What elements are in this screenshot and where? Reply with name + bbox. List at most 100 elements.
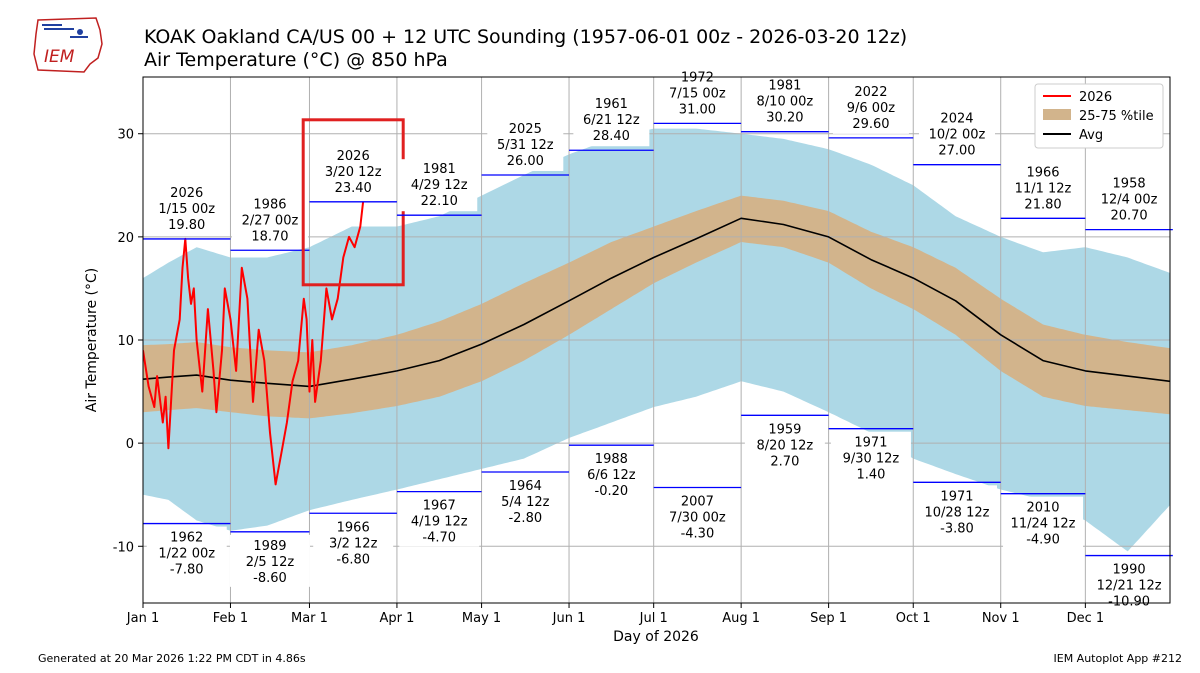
record-high-year: 1958 (1113, 177, 1146, 192)
current-year-line (143, 201, 365, 486)
legend-box (1034, 83, 1164, 149)
record-low-date: 6/6 12z (587, 468, 636, 483)
chart-title: KOAK Oakland CA/US 00 + 12 UTC Sounding … (144, 26, 908, 48)
record-low-year: 1988 (595, 452, 628, 467)
record-high-year: 2026 (170, 186, 203, 201)
x-axis-label: Day of 2026 (613, 629, 699, 645)
record-label-bg (916, 485, 997, 538)
y-tick-label: 0 (126, 437, 134, 452)
record-label-bg (832, 81, 909, 134)
record-high-value: 29.60 (852, 117, 889, 132)
y-tick-label: 20 (117, 231, 134, 246)
x-tick-label: Jul 1 (639, 611, 668, 626)
x-tick-label: Nov 1 (982, 611, 1020, 626)
record-label-bg (1091, 173, 1168, 226)
plot-frame (142, 76, 1171, 604)
record-label-bg (746, 75, 823, 128)
record-label-bg (659, 67, 736, 120)
record-label-bg (146, 526, 227, 579)
generated-timestamp: Generated at 20 Mar 2026 1:22 PM CDT in … (38, 652, 306, 665)
record-low-year: 1971 (940, 489, 973, 504)
record-high-value: 22.10 (421, 194, 458, 209)
record-low-date: 9/30 12z (843, 452, 900, 467)
record-high-value: 28.40 (593, 129, 630, 144)
record-low-date: 5/4 12z (501, 495, 550, 510)
record-high-year: 2026 (337, 149, 370, 164)
x-tick-label: Jun 1 (552, 611, 586, 626)
legend-label: 25-75 %tile (1079, 109, 1154, 124)
y-axis-label: Air Temperature (°C) (84, 268, 100, 413)
record-low-value: -0.20 (595, 484, 629, 499)
record-low-date: 3/2 12z (329, 536, 378, 551)
record-label-bg (229, 534, 310, 587)
record-low-date: 12/21 12z (1097, 579, 1162, 594)
record-low-year: 1964 (509, 479, 542, 494)
record-high-date: 4/29 12z (411, 178, 468, 193)
record-low-year: 1989 (253, 539, 286, 554)
record-label-bg (918, 108, 995, 161)
legend-label: 2026 (1079, 90, 1112, 105)
record-low-year: 1967 (423, 499, 456, 514)
record-high-year: 1981 (768, 79, 801, 94)
record-low-date: 7/30 00z (669, 510, 726, 525)
x-tick-label: Apr 1 (379, 611, 414, 626)
x-tick-label: Sep 1 (810, 611, 847, 626)
record-low-value: 2.70 (770, 454, 799, 469)
record-high-value: 26.00 (507, 154, 544, 169)
record-high-date: 10/2 00z (929, 128, 986, 143)
record-high-year: 2025 (509, 122, 542, 137)
record-label-bg (399, 494, 480, 547)
record-label-bg (485, 475, 566, 528)
record-low-date: 10/28 12z (924, 505, 989, 520)
record-low-year: 2010 (1026, 501, 1059, 516)
record-high-year: 2022 (854, 85, 887, 100)
record-low-year: 1962 (170, 531, 203, 546)
record-high-value: 23.40 (335, 181, 372, 196)
record-high-date: 11/1 12z (1015, 181, 1072, 196)
record-label-bg (401, 159, 478, 212)
record-high-date: 7/15 00z (669, 86, 726, 101)
record-high-year: 1961 (595, 97, 628, 112)
record-low-value: -4.30 (681, 526, 715, 541)
record-label-bg (571, 448, 652, 501)
record-high-value: 31.00 (679, 102, 716, 117)
record-label-bg (315, 145, 392, 198)
record-high-date: 9/6 00z (847, 101, 896, 116)
app-credit: IEM Autoplot App #212 (1053, 652, 1183, 665)
avg-line (143, 217, 1170, 388)
x-tick-label: Aug 1 (722, 611, 760, 626)
record-low-year: 1971 (854, 436, 887, 451)
record-high-date: 5/31 12z (497, 138, 554, 153)
record-low-year: 2007 (681, 494, 714, 509)
record-label-bg (1005, 162, 1082, 215)
record-label-bg (830, 431, 911, 484)
chart-subtitle: Air Temperature (°C) @ 850 hPa (144, 49, 448, 71)
record-low-value: -10.90 (1108, 595, 1150, 610)
x-tick-label: Feb 1 (213, 611, 248, 626)
record-low-date: 8/20 12z (757, 438, 814, 453)
record-low-year: 1990 (1113, 563, 1146, 578)
record-high-date: 8/10 00z (757, 95, 814, 110)
record-high-date: 12/4 00z (1101, 193, 1158, 208)
record-low-value: 1.40 (856, 468, 885, 483)
record-low-value: -6.80 (336, 552, 370, 567)
record-high-date: 3/20 12z (325, 165, 382, 180)
record-low-date: 1/22 00z (158, 547, 215, 562)
x-tick-label: May 1 (462, 611, 501, 626)
